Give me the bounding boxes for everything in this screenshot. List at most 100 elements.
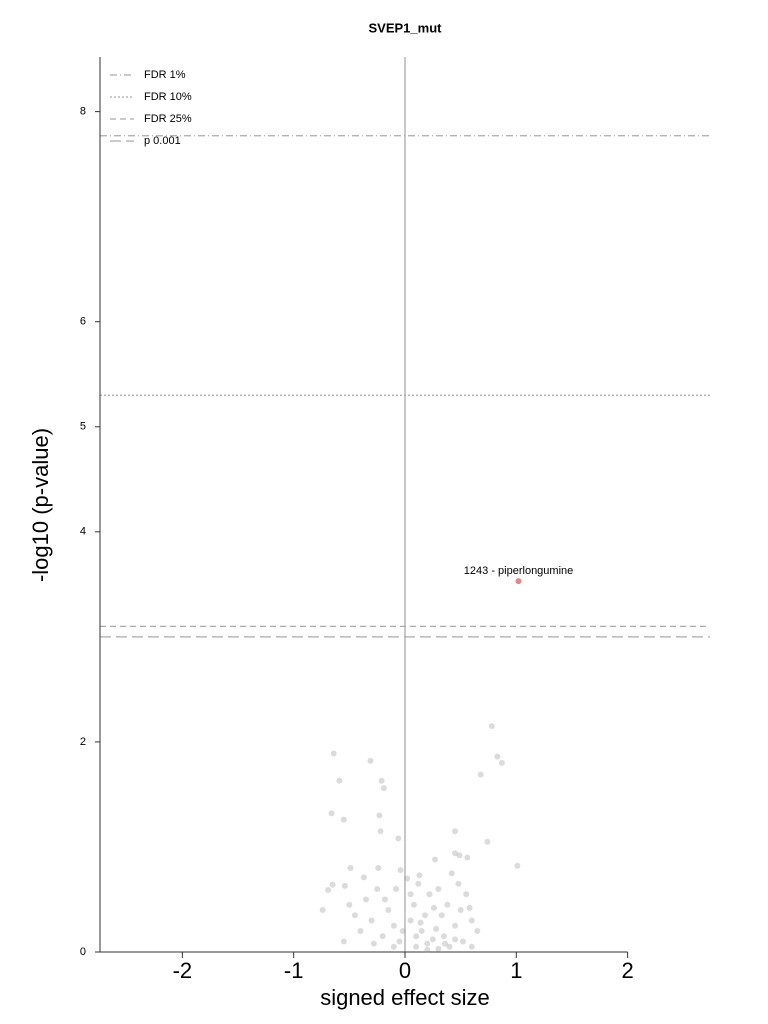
point: [498, 759, 505, 766]
point: [368, 917, 375, 924]
point: [404, 875, 411, 882]
point: [438, 912, 445, 919]
point: [413, 933, 420, 940]
chart-title: SVEP1_mut: [369, 20, 443, 35]
point: [380, 785, 387, 792]
point: [452, 850, 459, 857]
point: [395, 835, 402, 842]
point: [340, 816, 347, 823]
point: [393, 885, 400, 892]
point: [468, 917, 475, 924]
point: [440, 933, 447, 940]
x-tick-label: 1: [510, 958, 522, 983]
point: [336, 777, 343, 784]
point: [377, 828, 384, 835]
point: [360, 874, 367, 881]
x-tick-label: 2: [622, 958, 634, 983]
y-tick-label: 2: [80, 736, 86, 748]
legend-label: FDR 25%: [144, 113, 192, 125]
point: [456, 852, 463, 859]
point: [430, 904, 437, 911]
point: [426, 891, 433, 898]
point: [330, 750, 337, 757]
legend-label: FDR 1%: [144, 69, 186, 81]
point: [435, 945, 442, 952]
y-tick-label: 0: [80, 946, 86, 958]
point: [357, 927, 364, 934]
point: [435, 885, 442, 892]
point: [413, 943, 420, 950]
point: [463, 891, 470, 898]
point: [477, 771, 484, 778]
point: [340, 938, 347, 945]
y-axis-label: -log10 (p-value): [28, 428, 53, 582]
point: [385, 906, 392, 913]
point: [341, 882, 348, 889]
point: [351, 912, 358, 919]
point: [415, 880, 422, 887]
x-tick-label: 0: [399, 958, 411, 983]
point: [390, 943, 397, 950]
highlight-point: [515, 578, 522, 585]
x-tick-label: -1: [284, 958, 304, 983]
point: [452, 922, 459, 929]
point: [407, 917, 414, 924]
point: [319, 906, 326, 913]
point: [390, 922, 397, 929]
x-tick-label: -2: [173, 958, 193, 983]
point: [379, 933, 386, 940]
point: [381, 896, 388, 903]
point: [432, 856, 439, 863]
point: [410, 901, 417, 908]
y-tick-label: 6: [80, 316, 86, 328]
point: [397, 867, 404, 874]
point: [329, 881, 336, 888]
point: [347, 864, 354, 871]
point: [466, 904, 473, 911]
point: [399, 927, 406, 934]
point: [452, 936, 459, 943]
y-tick-label: 5: [80, 421, 86, 433]
point: [396, 938, 403, 945]
point: [407, 891, 414, 898]
x-axis-label: signed effect size: [320, 985, 490, 1010]
point: [346, 901, 353, 908]
point: [455, 880, 462, 887]
point: [429, 936, 436, 943]
point: [416, 872, 423, 879]
point: [446, 943, 453, 950]
point: [474, 927, 481, 934]
point: [457, 906, 464, 913]
y-tick-label: 8: [80, 106, 86, 118]
point: [370, 940, 377, 947]
y-tick-label: 4: [80, 526, 86, 538]
point: [448, 870, 455, 877]
point: [418, 927, 425, 934]
point: [367, 757, 374, 764]
legend-label: p 0.001: [144, 135, 181, 147]
point: [444, 901, 451, 908]
point: [468, 943, 475, 950]
point: [452, 828, 459, 835]
point: [442, 940, 449, 947]
point: [464, 854, 471, 861]
point: [417, 919, 424, 926]
point: [424, 946, 431, 953]
point: [424, 940, 431, 947]
point: [374, 885, 381, 892]
point: [325, 887, 332, 894]
point: [422, 912, 429, 919]
point: [363, 896, 370, 903]
point: [433, 925, 440, 932]
point: [488, 723, 495, 730]
point: [328, 810, 335, 817]
point: [376, 812, 383, 819]
point-label: 1243 - piperlongumine: [464, 565, 573, 577]
point: [484, 838, 491, 845]
point: [459, 938, 466, 945]
point: [375, 864, 382, 871]
point: [378, 777, 385, 784]
point: [514, 862, 521, 869]
legend-label: FDR 10%: [144, 91, 192, 103]
